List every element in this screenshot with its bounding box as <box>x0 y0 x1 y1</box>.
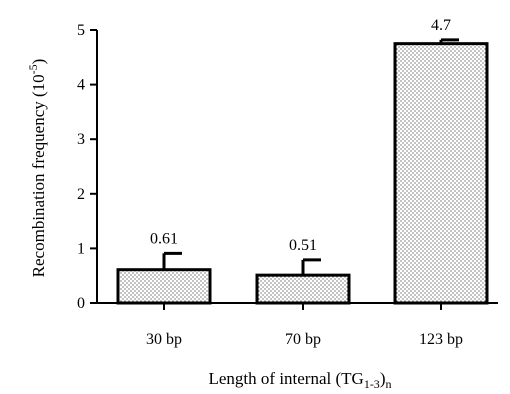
y-tick-label: 2 <box>77 186 85 203</box>
x-category-label: 123 bp <box>419 331 463 348</box>
x-category-label: 70 bp <box>285 331 321 348</box>
data-label: 0.61 <box>150 230 178 247</box>
x-axis-title: Length of internal (TG1-3)n <box>209 369 392 391</box>
bars: 0.61 0.51 4.7 <box>116 17 489 305</box>
y-axis-ticks: 0 1 2 3 4 5 <box>77 22 97 312</box>
data-label: 0.51 <box>289 237 317 254</box>
x-category-label: 30 bp <box>146 331 182 348</box>
bar <box>116 268 212 305</box>
y-tick-label: 4 <box>77 77 85 94</box>
bar <box>255 273 351 305</box>
y-tick-label: 1 <box>77 240 85 257</box>
y-tick-label: 0 <box>77 295 85 312</box>
y-tick-label: 3 <box>77 131 85 148</box>
bar <box>393 42 489 305</box>
y-tick-label: 5 <box>77 22 85 39</box>
data-label: 4.7 <box>431 17 451 34</box>
x-axis-categories: 30 bp 70 bp 123 bp <box>146 303 463 348</box>
y-axis-title: Recombination frequency (10-5) <box>26 59 48 278</box>
